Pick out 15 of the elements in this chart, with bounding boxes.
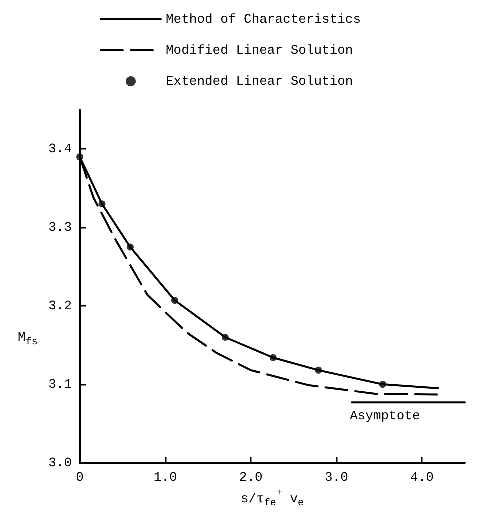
- y-tick-label: 3.1: [48, 377, 72, 392]
- legend-label: Method of Characteristics: [166, 12, 362, 27]
- y-tick-label: 3.4: [48, 142, 72, 157]
- x-tick-label: 3.0: [324, 470, 348, 485]
- y-axis-title: M$_{fs}$: [18, 330, 38, 349]
- y-tick-label: 3.0: [48, 456, 72, 470]
- legend-label: Modified Linear Solution: [166, 43, 354, 58]
- y-tick-label: 3.3: [48, 220, 72, 236]
- x-tick-label: 4.0: [410, 470, 434, 485]
- y-tick-label: 3.2: [48, 298, 72, 314]
- legend-label: Extended Linear Solution: [166, 74, 354, 89]
- x-tick-label: 1.0: [154, 470, 178, 485]
- series-label: Asymptote: [350, 408, 420, 424]
- x-tick-label: 2.0: [239, 470, 263, 485]
- x-tick-label: 0: [76, 470, 84, 485]
